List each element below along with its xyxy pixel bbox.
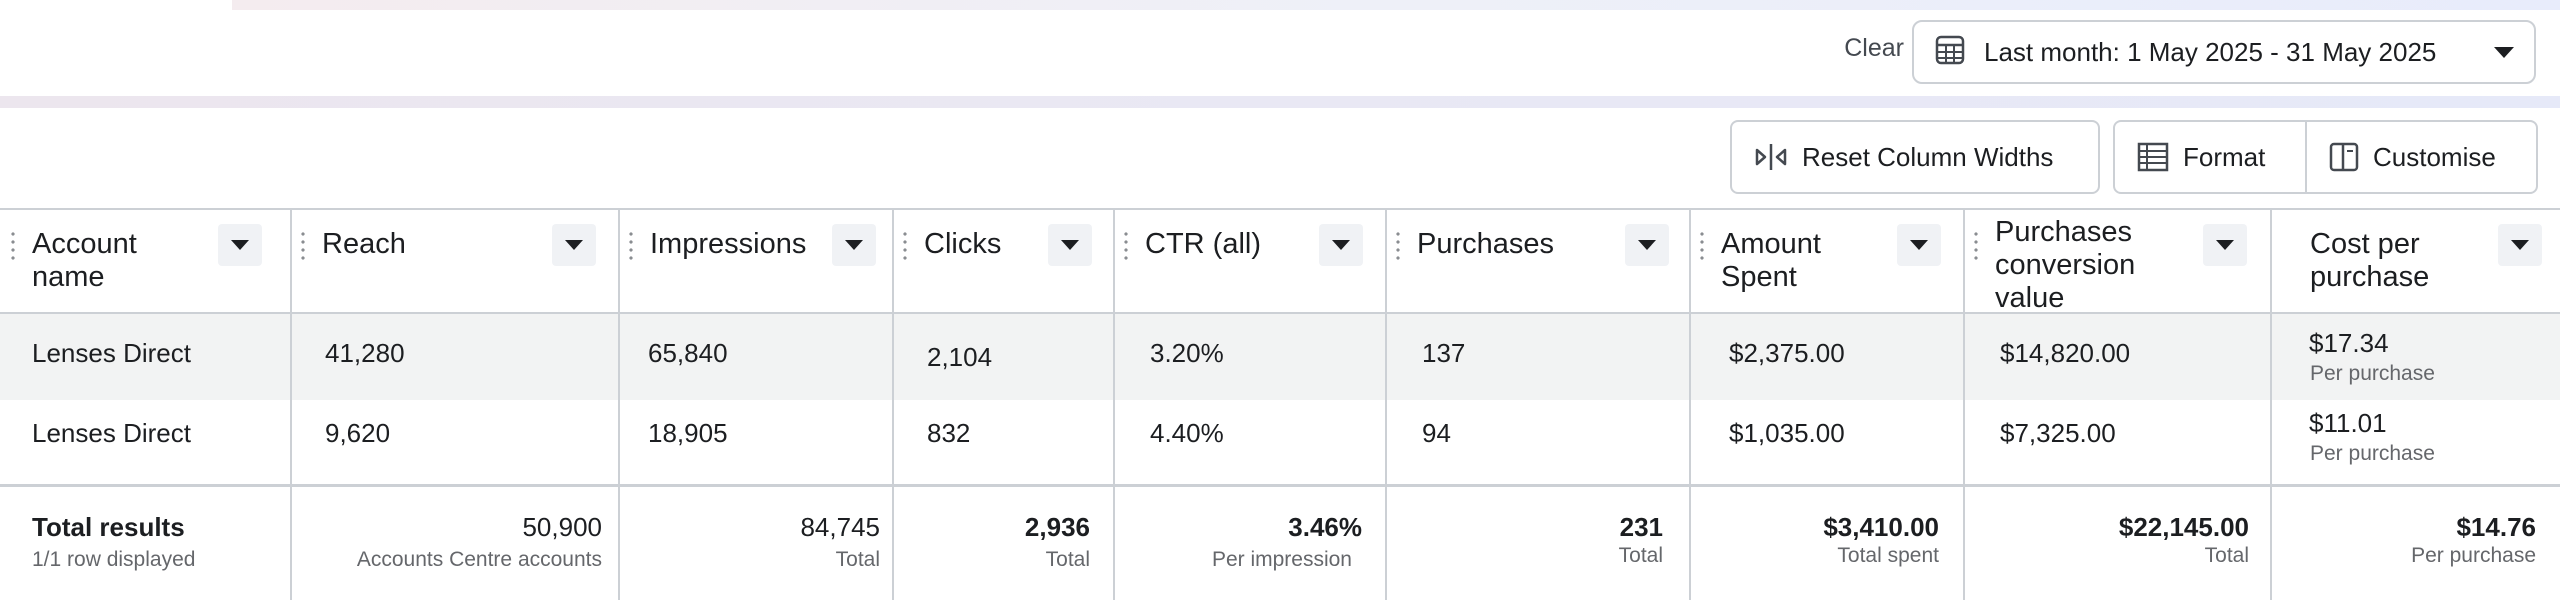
total-clicks: 2,936 [1024,512,1090,542]
total-conversion-value-caption: Total [2204,544,2249,567]
sort-purchases-button[interactable] [1625,224,1669,266]
drag-handle-icon[interactable] [1699,230,1705,260]
reset-column-widths-button[interactable]: Reset Column Widths [1730,120,2100,194]
row-1-impressions: 65,840 [648,338,728,368]
total-cost-per-purchase-caption: Per purchase [2411,544,2536,567]
row-2-cost-per-purchase: $11.01 [2309,408,2387,438]
total-ctr-caption: Per impression [1211,548,1352,571]
total-impressions-caption: Total [835,548,880,571]
reset-column-widths-label: Reset Column Widths [1802,141,2054,172]
sort-reach-button[interactable] [552,224,596,266]
date-range-label: Last month: 1 May 2025 - 31 May 2025 [1984,36,2437,67]
customise-button[interactable]: Customise [2305,120,2538,194]
chevron-down-icon [1061,240,1079,250]
rows-displayed-caption: 1/1 row displayed [32,548,196,571]
chevron-down-icon [1910,240,1928,250]
total-cost-per-purchase: $14.76 [2456,512,2536,542]
total-reach-caption: Accounts Centre accounts [356,548,602,571]
column-header-clicks[interactable]: Clicks [892,208,1113,312]
row-2-reach: 9,620 [325,418,391,448]
chevron-down-icon [1332,240,1350,250]
row-1-account-name[interactable]: Lenses Direct [32,338,191,368]
format-label: Format [2183,141,2266,172]
row-1-amount-spent: $2,375.00 [1729,338,1845,368]
total-purchases-caption: Total [1618,544,1663,567]
total-purchases: 231 [1619,512,1663,542]
chevron-down-icon [231,240,249,250]
drag-handle-icon[interactable] [10,230,16,260]
chevron-down-icon [2511,240,2529,250]
format-icon [2137,142,2169,172]
row-2-purchases: 94 [1422,418,1451,448]
calendar-icon [1934,34,1966,71]
row-2-impressions: 18,905 [648,418,728,448]
chevron-down-icon [1638,240,1656,250]
column-header-account-name[interactable]: Account name [0,208,290,312]
drag-handle-icon[interactable] [1395,230,1401,260]
row-2-clicks: 832 [927,418,971,448]
row-1-reach: 41,280 [325,338,405,368]
sort-amount-spent-button[interactable] [1897,224,1941,266]
total-ctr: 3.46% [1288,512,1362,542]
chevron-down-icon [845,240,863,250]
chevron-down-icon [2494,46,2514,58]
row-1-cost-per-purchase-caption: Per purchase [2310,362,2435,385]
total-reach: 50,900 [522,512,602,542]
row-2-ctr: 4.40% [1150,418,1224,448]
drag-handle-icon[interactable] [300,230,306,260]
sort-clicks-button[interactable] [1048,224,1092,266]
row-1-cost-per-purchase: $17.34 [2309,328,2389,358]
row-1-ctr: 3.20% [1150,338,1224,368]
column-header-cost-per-purchase[interactable]: Cost per purchase [2270,208,2560,312]
column-resize-icon [1754,142,1788,172]
row-1-conversion-value: $14,820.00 [2000,338,2131,368]
column-header-conversion-value[interactable]: Purchases conversion value [1963,208,2270,314]
row-1-clicks: 2,104 [927,342,993,372]
drag-handle-icon[interactable] [628,230,634,260]
drag-handle-icon[interactable] [1973,230,1979,260]
total-conversion-value: $22,145.00 [2118,512,2249,542]
sort-ctr-button[interactable] [1319,224,1363,266]
row-2-conversion-value: $7,325.00 [2000,418,2116,448]
sort-cost-per-purchase-button[interactable] [2498,224,2542,266]
customise-columns-icon [2329,142,2359,172]
total-clicks-caption: Total [1045,548,1090,571]
clear-button[interactable]: Clear [1844,34,1904,62]
row-1-purchases: 137 [1422,338,1466,368]
row-2-amount-spent: $1,035.00 [1729,418,1845,448]
total-results-label: Total results [32,512,185,542]
sort-account-name-button[interactable] [218,224,262,266]
column-header-purchases[interactable]: Purchases [1385,208,1689,312]
table-row-highlight [0,314,2560,400]
row-2-cost-per-purchase-caption: Per purchase [2310,442,2435,465]
column-header-amount-spent[interactable]: Amount Spent [1689,208,1963,312]
results-table: Account name Reach Impressions Clicks CTR… [0,208,2560,600]
drag-handle-icon[interactable] [1123,230,1129,260]
chevron-down-icon [565,240,583,250]
drag-handle-icon[interactable] [902,230,908,260]
total-amount-spent-caption: Total spent [1837,544,1939,567]
column-header-ctr[interactable]: CTR (all) [1113,208,1385,312]
total-impressions: 84,745 [800,512,880,542]
column-header-impressions[interactable]: Impressions [618,208,892,312]
date-range-picker[interactable]: Last month: 1 May 2025 - 31 May 2025 [1912,20,2536,84]
total-amount-spent: $3,410.00 [1823,512,1939,542]
customise-label: Customise [2373,141,2496,172]
section-divider-strip [0,96,2560,108]
format-button[interactable]: Format [2113,120,2307,194]
column-header-reach[interactable]: Reach [290,208,618,312]
sort-conversion-value-button[interactable] [2203,224,2247,266]
row-2-account-name[interactable]: Lenses Direct [32,418,191,448]
top-gradient-strip [232,0,2560,10]
chevron-down-icon [2216,240,2234,250]
sort-impressions-button[interactable] [832,224,876,266]
